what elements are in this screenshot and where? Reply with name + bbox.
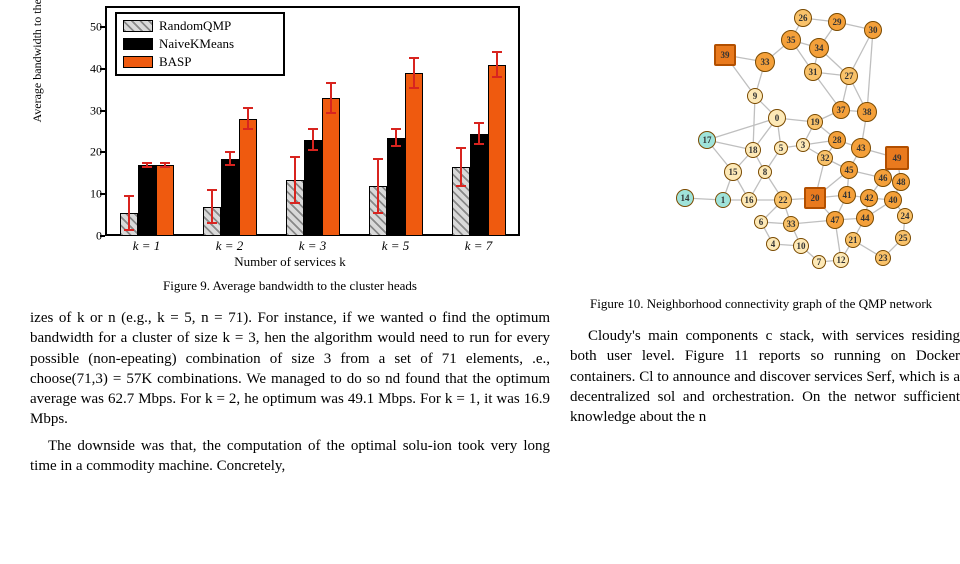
graph-node: 9 [747, 88, 763, 104]
bar-basp [405, 73, 423, 236]
graph-node: 26 [794, 9, 812, 27]
graph-node: 32 [817, 150, 833, 166]
graph-node: 43 [851, 138, 871, 158]
legend-label-basp: BASP [159, 54, 192, 70]
graph-node: 21 [845, 232, 861, 248]
graph-node: 7 [812, 255, 826, 269]
figure-10-graph: 2629303534393331279037193817185328434915… [605, 0, 925, 290]
graph-node: 8 [758, 165, 772, 179]
graph-node: 10 [793, 238, 809, 254]
figure-9-caption: Figure 9. Average bandwidth to the clust… [30, 278, 550, 294]
graph-node: 19 [807, 114, 823, 130]
body-paragraph-2: The downside was that, the computation o… [30, 436, 550, 477]
legend-swatch-random [123, 20, 153, 32]
graph-node: 25 [895, 230, 911, 246]
legend-label-naive: NaiveKMeans [159, 36, 234, 52]
bar-naive [470, 134, 488, 236]
graph-node: 29 [828, 13, 846, 31]
xtick-label: k = 3 [299, 238, 327, 254]
graph-node: 27 [840, 67, 858, 85]
ytick-label: 50 [80, 19, 102, 34]
legend-swatch-naive [123, 38, 153, 50]
graph-node: 40 [884, 191, 902, 209]
ytick-label: 10 [80, 187, 102, 202]
graph-node: 3 [796, 138, 810, 152]
graph-node: 28 [828, 131, 846, 149]
graph-node: 22 [774, 191, 792, 209]
graph-node: 0 [768, 109, 786, 127]
bar-naive [221, 159, 239, 236]
bar-naive [387, 138, 405, 236]
chart-legend: RandomQMP NaiveKMeans BASP [115, 12, 285, 76]
figure-10-caption: Figure 10. Neighborhood connectivity gra… [590, 296, 960, 312]
body-paragraph-1: izes of k or n (e.g., k = 5, n = 71). Fo… [30, 308, 550, 430]
graph-node: 35 [781, 30, 801, 50]
graph-node: 38 [857, 102, 877, 122]
bar-naive [304, 140, 322, 236]
y-axis-label: Average bandwidth to the cluster head (M… [30, 0, 45, 123]
bar-basp [156, 165, 174, 236]
graph-node: 48 [892, 173, 910, 191]
legend-label-random: RandomQMP [159, 18, 231, 34]
body-paragraph-right: Cloudy's main components c stack, with s… [570, 326, 960, 427]
graph-node: 39 [714, 44, 736, 66]
bar-basp [239, 119, 257, 236]
ytick-label: 20 [80, 145, 102, 160]
graph-node: 47 [826, 211, 844, 229]
xtick-label: k = 2 [216, 238, 244, 254]
graph-node: 16 [741, 192, 757, 208]
graph-node: 5 [774, 141, 788, 155]
graph-node: 49 [885, 146, 909, 170]
graph-node: 4 [766, 237, 780, 251]
graph-node: 15 [724, 163, 742, 181]
graph-node: 1 [715, 192, 731, 208]
graph-node: 20 [804, 187, 826, 209]
ytick-label: 30 [80, 103, 102, 118]
bar-naive [138, 165, 156, 236]
graph-node: 31 [804, 63, 822, 81]
graph-node: 33 [783, 216, 799, 232]
graph-node: 33 [755, 52, 775, 72]
graph-node: 44 [856, 209, 874, 227]
graph-node: 24 [897, 208, 913, 224]
xtick-label: k = 5 [382, 238, 410, 254]
xtick-label: k = 1 [133, 238, 161, 254]
figure-9-chart: Average bandwidth to the cluster head (M… [50, 0, 530, 270]
graph-node: 17 [698, 131, 716, 149]
x-axis-label: Number of services k [50, 254, 530, 270]
graph-node: 12 [833, 252, 849, 268]
xtick-label: k = 7 [465, 238, 493, 254]
bar-basp [322, 98, 340, 236]
bar-basp [488, 65, 506, 236]
graph-node: 42 [860, 189, 878, 207]
ytick-label: 40 [80, 61, 102, 76]
graph-node: 46 [874, 169, 892, 187]
graph-node: 23 [875, 250, 891, 266]
graph-node: 37 [832, 101, 850, 119]
graph-node: 6 [754, 215, 768, 229]
graph-node: 18 [745, 142, 761, 158]
ytick-label: 0 [80, 229, 102, 244]
graph-node: 41 [838, 186, 856, 204]
graph-node: 14 [676, 189, 694, 207]
graph-node: 30 [864, 21, 882, 39]
graph-node: 45 [840, 161, 858, 179]
graph-edges-layer [605, 0, 925, 290]
graph-node: 34 [809, 38, 829, 58]
legend-swatch-basp [123, 56, 153, 68]
